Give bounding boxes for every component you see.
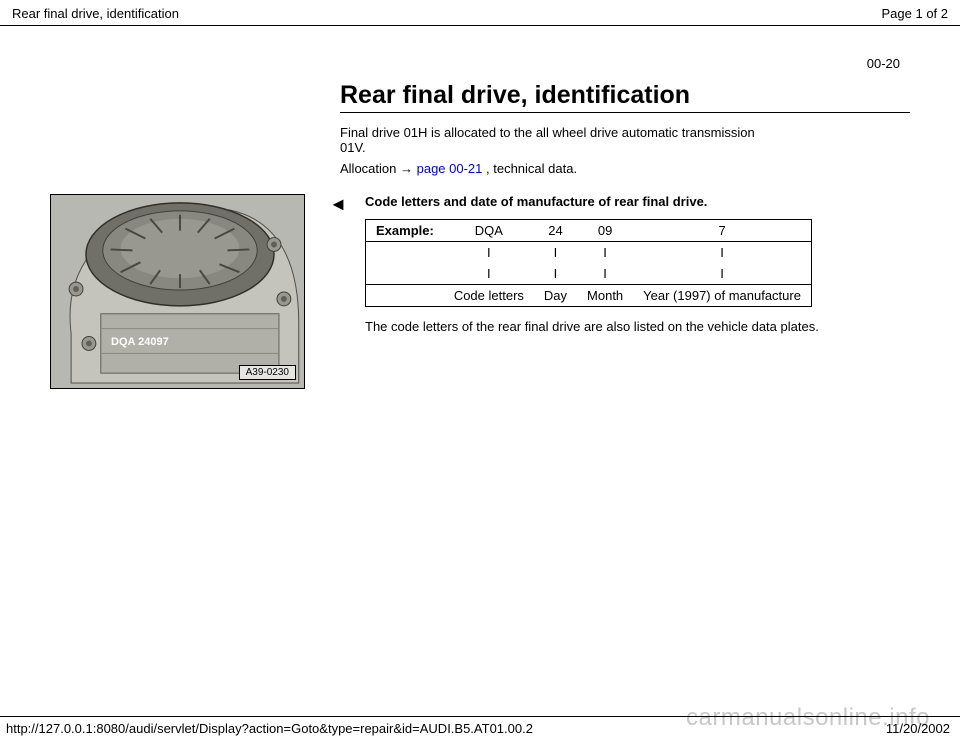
table-cell: I [534,263,577,285]
table-cell: 09 [577,220,633,242]
figure-illustration: DQA 24097 A39-0230 [50,194,305,389]
table-cell: I [444,242,534,264]
figure-label-box: A39-0230 [239,365,296,380]
intro-paragraph: Final drive 01H is allocated to the all … [340,125,760,155]
table-cell: I [577,263,633,285]
table-cell: I [577,242,633,264]
note-text: The code letters of the rear final drive… [365,319,905,334]
figure-code-text: DQA 24097 [111,336,169,348]
page-header: Rear final drive, identification Page 1 … [0,0,960,26]
header-page-indicator: Page 1 of 2 [882,6,949,21]
table-cell: Month [577,285,633,307]
section-text-column: Code letters and date of manufacture of … [365,194,910,334]
table-cell: I [534,242,577,264]
table-cell [366,242,444,264]
table-cell: 24 [534,220,577,242]
allocation-prefix: Allocation [340,161,400,176]
section-row: DQA 24097 A39-0230 ◄ Code letters and da… [50,194,910,389]
title-block: Rear final drive, identification Final d… [340,81,910,176]
content-area: Rear final drive, identification Final d… [0,71,960,389]
table-cell: 7 [633,220,811,242]
footer-url: http://127.0.0.1:8080/audi/servlet/Displ… [6,721,533,736]
table-cell: I [444,263,534,285]
table-cell [366,285,444,307]
table-cell: Example: [366,220,444,242]
pointer-arrow-icon: ◄ [323,194,347,215]
table-cell [366,263,444,285]
page-link[interactable]: page 00-21 [417,161,483,176]
allocation-line: Allocation → page 00-21 , technical data… [340,161,760,176]
header-title: Rear final drive, identification [12,6,179,21]
table-cell: I [633,263,811,285]
footer-date: 11/20/2002 [886,721,950,736]
table-cell: Day [534,285,577,307]
table-cell: I [633,242,811,264]
table-cell: Year (1997) of manufacture [633,285,811,307]
page-code: 00-20 [0,26,960,71]
table-row: I I I I [366,263,812,285]
section-heading: Code letters and date of manufacture of … [365,194,910,209]
page-footer: http://127.0.0.1:8080/audi/servlet/Displ… [0,716,960,742]
table-row: Code letters Day Month Year (1997) of ma… [366,285,812,307]
table-row: Example: DQA 24 09 7 [366,220,812,242]
allocation-suffix: , technical data. [486,161,577,176]
arrow-icon: → [400,161,417,176]
code-example-table: Example: DQA 24 09 7 I I I I I I [365,219,812,307]
table-row: I I I I [366,242,812,264]
page-title: Rear final drive, identification [340,81,910,113]
table-cell: Code letters [444,285,534,307]
table-cell: DQA [444,220,534,242]
